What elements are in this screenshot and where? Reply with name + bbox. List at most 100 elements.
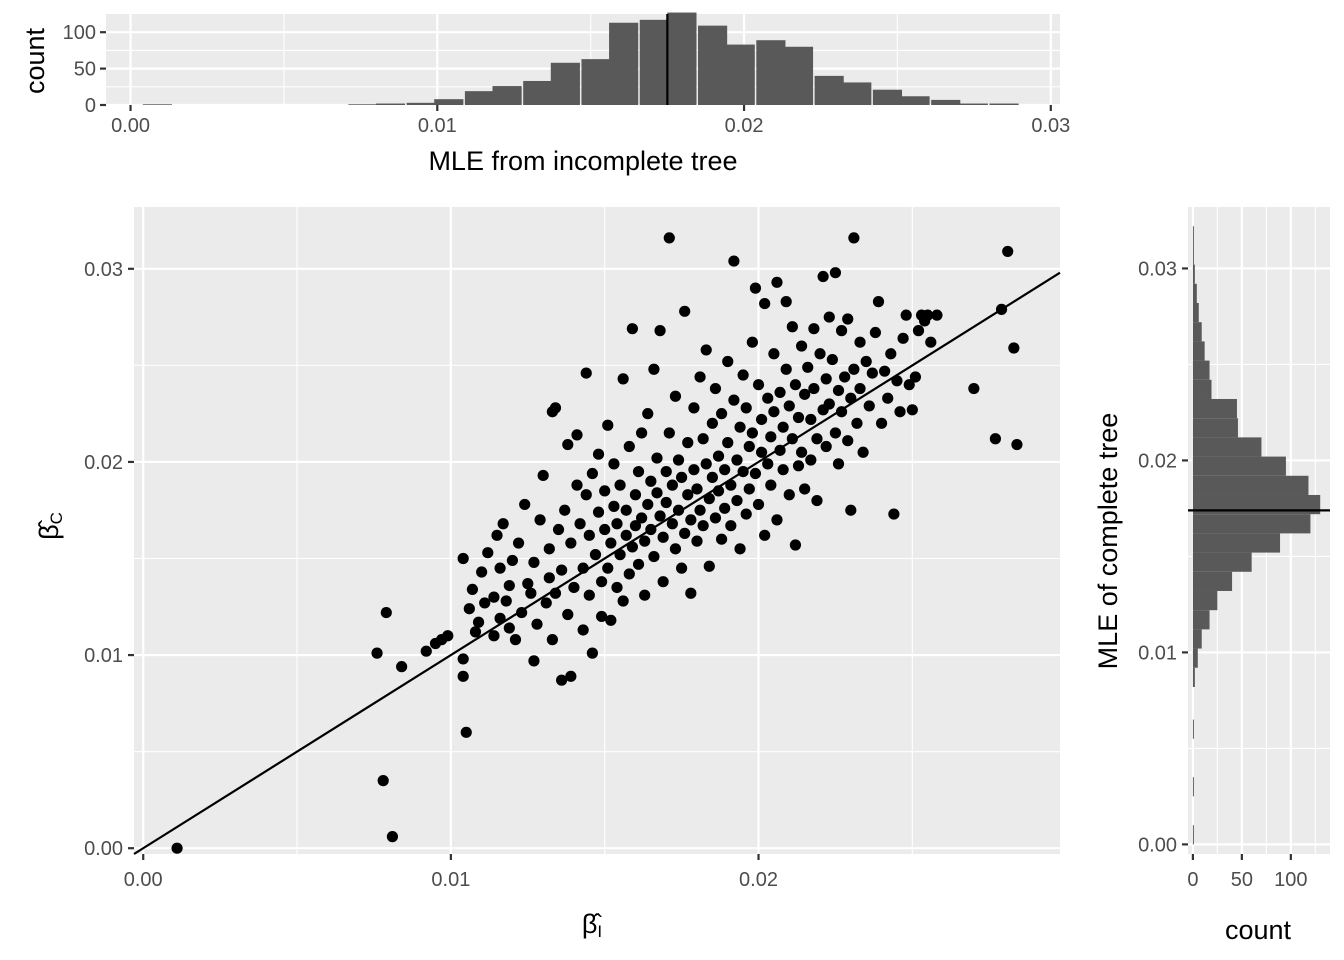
x-tick-label: 0 xyxy=(1187,869,1198,891)
scatter-point xyxy=(618,595,629,606)
scatter-point xyxy=(639,536,650,547)
scatter-point xyxy=(694,371,705,382)
scatter-point xyxy=(387,831,398,842)
scatter-point xyxy=(753,379,764,390)
scatter-point xyxy=(858,447,869,458)
scatter-point xyxy=(824,311,835,322)
scatter-point xyxy=(701,458,712,469)
scatter-point xyxy=(667,518,678,529)
scatter-point xyxy=(565,537,576,548)
scatter-point xyxy=(618,373,629,384)
scatter-point xyxy=(854,383,865,394)
histogram-bar xyxy=(1193,720,1194,739)
scatter-point xyxy=(473,617,484,628)
right-histogram-x-label: count xyxy=(1225,915,1292,945)
x-tick-label: 0.02 xyxy=(725,115,764,137)
scatter-point xyxy=(504,622,515,633)
scatter-point xyxy=(667,480,678,491)
scatter-point xyxy=(498,518,509,529)
scatter-point xyxy=(796,340,807,351)
scatter-point xyxy=(682,437,693,448)
scatter-point xyxy=(805,454,816,465)
scatter-point xyxy=(1002,246,1013,257)
scatter-point xyxy=(787,321,798,332)
scatter-point xyxy=(719,503,730,514)
histogram-bar xyxy=(1193,777,1194,796)
histogram-bar xyxy=(842,82,871,105)
histogram-bar xyxy=(1193,361,1210,380)
scatter-point xyxy=(808,383,819,394)
scatter-point xyxy=(458,653,469,664)
scatter-point xyxy=(630,489,641,500)
scatter-point xyxy=(698,433,709,444)
histogram-bar xyxy=(1193,629,1202,648)
scatter-point xyxy=(707,472,718,483)
scatter-point xyxy=(894,406,905,417)
scatter-point xyxy=(642,408,653,419)
scatter-point xyxy=(396,661,407,672)
histogram-bar xyxy=(1193,437,1262,456)
scatter-point xyxy=(670,391,681,402)
histogram-bar xyxy=(1193,226,1194,245)
histogram-bar xyxy=(959,104,988,105)
histogram-bar xyxy=(1193,572,1232,591)
histogram-bar xyxy=(1193,457,1286,476)
scatter-point xyxy=(661,466,672,477)
scatter-point xyxy=(747,427,758,438)
scatter-point xyxy=(378,775,389,786)
scatter-point xyxy=(559,505,570,516)
scatter-point xyxy=(1008,342,1019,353)
scatter-point xyxy=(731,495,742,506)
scatter-point xyxy=(574,518,585,529)
scatter-point xyxy=(458,671,469,682)
scatter-point xyxy=(694,505,705,516)
scatter-point xyxy=(968,383,979,394)
scatter-point xyxy=(710,383,721,394)
histogram-bar xyxy=(609,23,638,105)
scatter-point xyxy=(488,592,499,603)
scatter-point xyxy=(771,277,782,288)
scatter-point xyxy=(522,578,533,589)
scatter-point xyxy=(913,325,924,336)
scatter-point xyxy=(599,524,610,535)
scatter-point xyxy=(713,485,724,496)
scatter-point xyxy=(534,514,545,525)
scatter-point xyxy=(811,495,822,506)
scatter-point xyxy=(864,400,875,411)
scatter-point xyxy=(381,607,392,618)
scatter-point xyxy=(882,393,893,404)
scatter-point xyxy=(845,505,856,516)
scatter-point xyxy=(599,485,610,496)
scatter-point xyxy=(636,512,647,523)
histogram-bar xyxy=(1193,418,1238,437)
scatter-point xyxy=(676,563,687,574)
scatter-point xyxy=(581,489,592,500)
histogram-bar xyxy=(1193,514,1311,533)
x-tick-label: 0.00 xyxy=(124,869,163,891)
scatter-point xyxy=(814,348,825,359)
scatter-point xyxy=(704,561,715,572)
scatter-point xyxy=(716,408,727,419)
scatter-point xyxy=(516,607,527,618)
scatter-point xyxy=(571,429,582,440)
scatter-point xyxy=(571,480,582,491)
scatter-point xyxy=(901,310,912,321)
scatter-point xyxy=(824,398,835,409)
histogram-bar xyxy=(1193,399,1237,418)
x-tick-label: 0.00 xyxy=(111,115,150,137)
scatter-point xyxy=(627,323,638,334)
y-tick-label: 100 xyxy=(63,22,96,44)
scatter-point xyxy=(762,458,773,469)
histogram-bar xyxy=(1193,284,1197,303)
scatter-point xyxy=(442,630,453,641)
scatter-point xyxy=(651,487,662,498)
histogram-bar xyxy=(931,100,960,105)
scatter-point xyxy=(734,422,745,433)
scatter-point xyxy=(833,458,844,469)
histogram-bar xyxy=(989,104,1018,105)
scatter-point xyxy=(787,433,798,444)
histogram-bar xyxy=(873,90,902,105)
scatter-point xyxy=(550,402,561,413)
scatter-point xyxy=(633,559,644,570)
scatter-point xyxy=(651,452,662,463)
